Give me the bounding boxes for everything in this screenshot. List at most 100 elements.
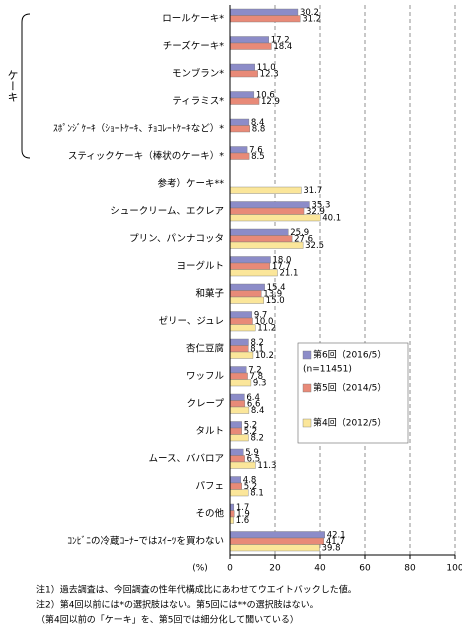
bar bbox=[229, 118, 250, 126]
bar bbox=[229, 510, 235, 518]
bar bbox=[229, 537, 325, 545]
category-label: 参考）ケーキ** bbox=[157, 177, 224, 189]
value-label: 8.4 bbox=[251, 118, 265, 128]
bar bbox=[229, 400, 246, 408]
bar bbox=[229, 256, 271, 264]
value-label: 12.3 bbox=[260, 69, 279, 79]
value-label: 11.2 bbox=[257, 323, 276, 333]
category-label: ゼリー、ジュレ bbox=[158, 315, 224, 327]
legend-swatch bbox=[302, 383, 312, 393]
value-label: 7.6 bbox=[249, 145, 263, 155]
bar bbox=[229, 262, 271, 270]
bracket-label: ケーキ bbox=[6, 69, 19, 102]
bar bbox=[229, 63, 255, 71]
legend-label: 第6回（2016/5） bbox=[313, 349, 386, 361]
bar bbox=[229, 290, 262, 298]
bar bbox=[229, 228, 289, 236]
category-label: ヨーグルト bbox=[176, 260, 224, 272]
value-label: 25.9 bbox=[290, 228, 309, 238]
value-label: 10.6 bbox=[256, 90, 275, 100]
category-label: モンブラン* bbox=[172, 67, 224, 79]
category-label: 杏仁豆腐 bbox=[186, 342, 224, 354]
value-label: 35.3 bbox=[311, 200, 330, 210]
value-label: 8.1 bbox=[250, 344, 264, 354]
value-label: 12.9 bbox=[261, 97, 280, 107]
note: （第4回以前の「ケーキ」を、第5回では細分化して聞いている） bbox=[36, 614, 299, 626]
value-label: 9.7 bbox=[254, 310, 268, 320]
value-label: 8.1 bbox=[250, 488, 264, 498]
value-label: 15.0 bbox=[266, 296, 285, 306]
category-label: ムース、ババロア bbox=[148, 453, 224, 464]
x-unit: (%) bbox=[192, 564, 208, 574]
bar bbox=[229, 125, 250, 133]
value-label: 5.9 bbox=[245, 448, 259, 458]
bar bbox=[229, 97, 260, 105]
category-label: タルト bbox=[195, 426, 224, 437]
bar bbox=[229, 311, 253, 319]
value-label: 21.1 bbox=[279, 268, 298, 278]
value-label: 30.2 bbox=[300, 8, 319, 18]
value-label: 10.2 bbox=[255, 351, 274, 361]
note: 注1）過去調査は、今回調査の性年代構成比にあわせてウエイトバックした値。 bbox=[36, 584, 357, 596]
legend-swatch bbox=[302, 418, 312, 428]
value-label: 32.5 bbox=[305, 241, 324, 251]
value-label: 7.2 bbox=[248, 365, 262, 375]
bar bbox=[229, 186, 302, 194]
x-tick-label: 40 bbox=[314, 564, 326, 574]
x-tick-label: 60 bbox=[359, 564, 371, 574]
bar bbox=[229, 317, 253, 325]
note: 注2）第4回以前には*の選択肢はない。第5回には**の選択肢はない。 bbox=[36, 599, 319, 611]
value-label: 8.2 bbox=[250, 433, 264, 443]
bar bbox=[229, 503, 235, 511]
value-label: 13.9 bbox=[263, 289, 282, 299]
bar bbox=[229, 42, 272, 50]
category-label: ｽﾎﾟﾝｼﾞｹｰｷ（ｼｮｰﾄｹｰｷ、ﾁｮｺﾚｰﾄｹｰｷなど）* bbox=[53, 122, 224, 134]
value-label: 8.5 bbox=[251, 152, 265, 162]
bar bbox=[229, 91, 255, 99]
value-label: 18.0 bbox=[273, 255, 292, 265]
legend-label: 第4回（2012/5） bbox=[313, 417, 386, 429]
value-label: 7.8 bbox=[250, 372, 264, 382]
bar bbox=[229, 338, 249, 346]
bar bbox=[229, 345, 249, 353]
bar bbox=[229, 207, 305, 215]
value-label: 27.6 bbox=[294, 234, 313, 244]
value-label: 6.6 bbox=[247, 399, 261, 409]
bar bbox=[229, 235, 293, 243]
bar bbox=[229, 214, 321, 222]
legend-swatch bbox=[302, 350, 312, 360]
value-label: 39.8 bbox=[322, 543, 341, 553]
value-label: 9.3 bbox=[253, 378, 267, 388]
bar bbox=[229, 152, 250, 160]
bar bbox=[229, 8, 299, 16]
bar bbox=[229, 351, 254, 359]
bar bbox=[229, 531, 325, 539]
bar bbox=[229, 379, 252, 387]
bar bbox=[229, 421, 242, 429]
category-label: プリン、パンナコッタ bbox=[129, 233, 224, 244]
category-label: ロールケーキ* bbox=[162, 13, 224, 24]
value-label: 8.2 bbox=[250, 338, 264, 348]
value-label: 4.8 bbox=[243, 475, 257, 485]
category-label: その他 bbox=[195, 507, 224, 519]
category-label: チーズケーキ* bbox=[163, 40, 225, 52]
value-label: 17.7 bbox=[272, 262, 291, 272]
value-label: 1.7 bbox=[236, 503, 250, 513]
bar bbox=[229, 324, 256, 332]
bar bbox=[229, 434, 249, 442]
value-label: 32.9 bbox=[306, 207, 325, 217]
bar bbox=[229, 455, 245, 463]
category-label: パフェ bbox=[195, 481, 224, 492]
x-tick-label: 20 bbox=[269, 564, 281, 574]
x-tick-label: 80 bbox=[404, 564, 416, 574]
value-label: 8.4 bbox=[251, 406, 265, 416]
value-label: 15.4 bbox=[267, 283, 286, 293]
category-label: ティラミス* bbox=[172, 96, 224, 107]
bar bbox=[229, 476, 242, 484]
value-label: 6.5 bbox=[247, 454, 261, 464]
value-label: 42.1 bbox=[327, 530, 346, 540]
bar bbox=[229, 241, 304, 249]
bar bbox=[229, 406, 250, 414]
bar bbox=[229, 427, 242, 435]
bar bbox=[229, 461, 256, 469]
